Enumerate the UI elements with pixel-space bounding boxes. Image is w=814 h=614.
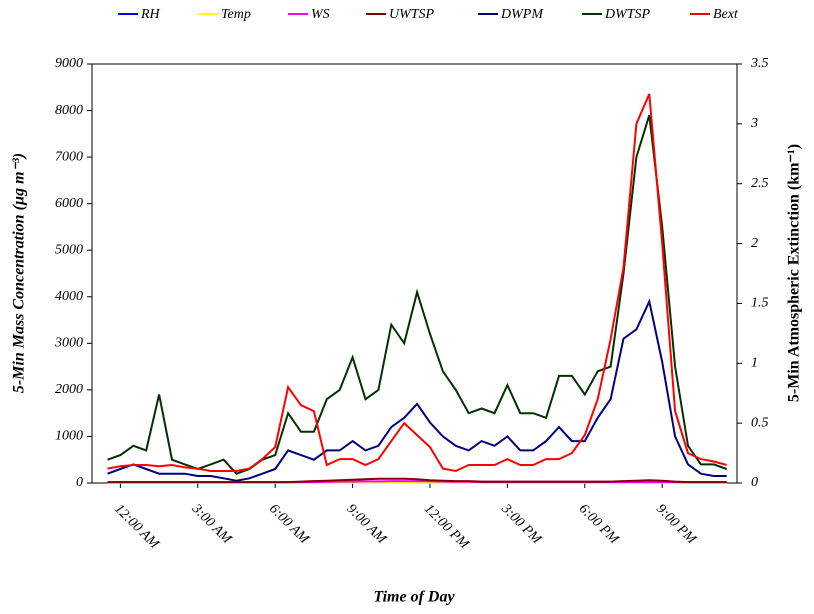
y2-tick-label: 2 [751, 236, 758, 251]
y-tick-label: 9000 [55, 56, 83, 71]
y-tick-label: 0 [76, 475, 83, 490]
y-tick-label: 4000 [55, 289, 83, 304]
y2-tick-label: 1.5 [751, 296, 769, 311]
x-axis-title: Time of Day [373, 589, 455, 606]
y-tick-label: 2000 [55, 382, 83, 397]
y2-tick-label: 2.5 [751, 176, 769, 191]
y-tick-label: 8000 [55, 103, 83, 118]
y-tick-label: 3000 [54, 336, 83, 351]
x-tick-label: 9:00 PM [653, 501, 699, 547]
plot-frame [91, 63, 738, 484]
y-axis-title: 5-Min Mass Concentration (µg m⁻³) [11, 153, 28, 393]
y2-axis-title: 5-Min Atmospheric Extinction (km⁻¹) [786, 144, 803, 402]
x-tick-label: 3:00 AM [188, 501, 235, 548]
y-tick-label: 5000 [55, 242, 83, 257]
series-line [107, 298, 727, 482]
x-tick-label: 12:00 AM [111, 501, 162, 552]
y2-tick-label: 3.5 [750, 56, 769, 71]
legend-label: DWTSP [604, 7, 651, 22]
x-tick-label: 12:00 PM [421, 501, 472, 552]
x-tick-label: 6:00 AM [266, 501, 312, 547]
y-tick-label: 1000 [55, 429, 83, 444]
legend-label: Temp [221, 7, 251, 22]
series-line [107, 93, 727, 473]
legend-label: UWTSP [389, 7, 435, 22]
legend-label: DWPM [500, 7, 544, 22]
x-tick-label: 9:00 AM [343, 501, 389, 547]
y2-tick-label: 3 [750, 116, 758, 131]
series-line [107, 114, 728, 475]
y2-tick-label: 0 [751, 475, 758, 490]
y2-tick-label: 0.5 [751, 415, 769, 430]
y2-tick-label: 1 [751, 356, 758, 371]
x-tick-label: 6:00 PM [576, 501, 622, 547]
x-tick-label: 3:00 PM [498, 501, 545, 548]
legend-label: WS [311, 7, 330, 22]
series-line [107, 477, 727, 484]
legend-label: Bext [713, 7, 739, 22]
y-tick-label: 7000 [55, 149, 83, 164]
y-tick-label: 6000 [55, 196, 83, 211]
legend-label: RH [140, 7, 161, 22]
